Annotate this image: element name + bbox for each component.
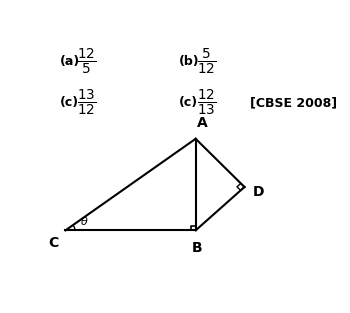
Text: B: B (192, 241, 202, 255)
Text: D: D (253, 185, 264, 199)
Text: (a): (a) (60, 55, 80, 68)
Text: (c): (c) (60, 96, 79, 109)
Text: (b): (b) (179, 55, 200, 68)
Text: (c): (c) (179, 96, 198, 109)
Text: A: A (197, 116, 208, 130)
Text: $\frac{12}{13}$: $\frac{12}{13}$ (197, 88, 216, 118)
Text: $\frac{13}{12}$: $\frac{13}{12}$ (77, 88, 97, 118)
Text: $\theta$: $\theta$ (80, 215, 89, 227)
Text: $\frac{12}{5}$: $\frac{12}{5}$ (77, 47, 97, 77)
Text: $\frac{5}{12}$: $\frac{5}{12}$ (197, 47, 216, 77)
Text: C: C (48, 236, 59, 250)
Text: [CBSE 2008]: [CBSE 2008] (250, 96, 337, 109)
